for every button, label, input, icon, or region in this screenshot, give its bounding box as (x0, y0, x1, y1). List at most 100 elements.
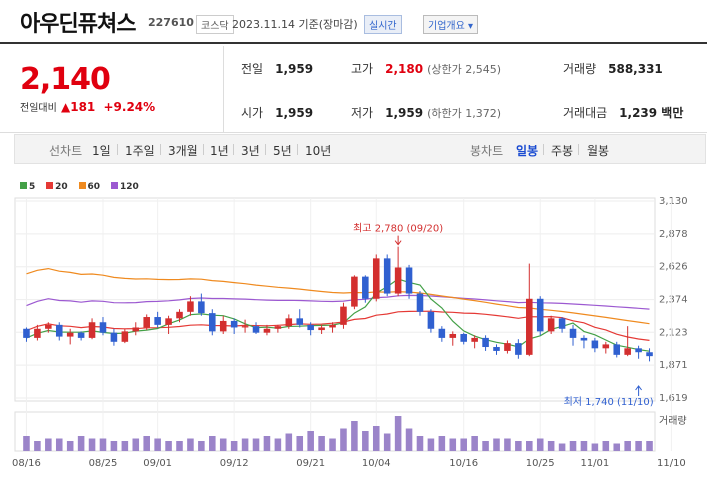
x-tick-label: 09/21 (296, 458, 325, 469)
candle-body (536, 298, 544, 332)
volume-bar (274, 438, 282, 451)
candle-body (230, 320, 238, 328)
tab-1week[interactable]: 1주일 (125, 144, 155, 158)
tab-10year[interactable]: 10년 (305, 144, 332, 158)
volume-bar (504, 438, 511, 451)
candle-body (219, 320, 227, 332)
volume-bar (383, 433, 391, 451)
divider (578, 144, 579, 155)
volume-bar (66, 441, 74, 451)
y-tick-label: 2,123 (659, 327, 688, 338)
lower-limit: (하한가 1,372) (427, 107, 501, 120)
tab-3month[interactable]: 3개월 (168, 144, 198, 158)
volume-bar (362, 431, 369, 451)
volume-bar (526, 441, 533, 451)
volume-bar (241, 438, 249, 451)
x-tick-label: 10/04 (362, 458, 391, 469)
candle-body (187, 301, 194, 312)
tab-weekly[interactable]: 주봉 (551, 144, 574, 158)
chart-period-tabs: 선차트 1일 1주일 3개월 1년 3년 5년 10년 봉차트 일봉 주봉 월봉 (14, 134, 706, 164)
tab-3year[interactable]: 3년 (241, 144, 260, 158)
high-value: 2,180 (385, 62, 424, 76)
volume-bar (34, 441, 41, 451)
candle-body (383, 258, 391, 294)
candle-body (547, 318, 555, 332)
candle-body (176, 311, 183, 319)
volume-bar (99, 438, 107, 451)
candle-body (307, 324, 314, 331)
volume-bar (296, 436, 304, 451)
volume-bar (493, 438, 500, 451)
legend-label: 60 (87, 182, 101, 192)
candle-body (132, 327, 140, 332)
volume-bar (154, 438, 161, 451)
company-info-dropdown[interactable]: 기업개요 ▾ (423, 15, 478, 34)
candle-body (154, 317, 161, 325)
stock-name: 아우딘퓨쳐스 (20, 12, 136, 37)
candle-body (405, 267, 413, 294)
tab-daily[interactable]: 일봉 (516, 144, 539, 158)
tab-1year[interactable]: 1년 (210, 144, 229, 158)
candle-body (296, 318, 304, 325)
divider (117, 144, 118, 155)
volume-bar (449, 438, 457, 451)
legend-ma20: 20 (46, 182, 68, 192)
candle-body (362, 276, 369, 299)
volume-bar (427, 438, 435, 451)
line-chart-label: 선차트 (49, 144, 83, 158)
volume-bar (405, 428, 413, 451)
volume-bar (307, 431, 314, 451)
legend-ma60: 60 (78, 182, 101, 192)
candle-body (427, 311, 435, 329)
volume-bar (482, 441, 489, 451)
candle-body (416, 293, 424, 312)
volume-bar (416, 436, 424, 451)
y-tick-label: 3,130 (659, 196, 688, 207)
candle-body (285, 318, 293, 327)
candle-body (460, 333, 467, 342)
legend-label: 5 (29, 182, 36, 192)
candle-body (646, 352, 653, 357)
volume-bar (285, 433, 293, 451)
volume-bar (209, 436, 216, 451)
volume-bar (569, 441, 577, 451)
volume-bar (110, 441, 118, 451)
tab-monthly[interactable]: 월봉 (587, 144, 610, 158)
candle-body (504, 343, 511, 351)
realtime-button[interactable]: 실시간 (364, 15, 402, 34)
volume-bar (515, 441, 522, 451)
candle-body (602, 344, 610, 349)
volume-bar (372, 426, 380, 451)
tab-1day[interactable]: 1일 (92, 144, 111, 158)
candle-body (318, 327, 325, 331)
candle-body (482, 337, 489, 348)
volume-bar (613, 443, 621, 451)
up-arrow-icon: ▲ (61, 100, 71, 114)
volume-bar (624, 441, 631, 451)
x-tick-label: 11/01 (580, 458, 609, 469)
candle-body (198, 301, 205, 314)
volume-bar (635, 441, 642, 451)
volume-bar (558, 443, 566, 451)
x-tick-label: 11/10 (657, 458, 686, 469)
divider (233, 144, 234, 155)
tab-5year[interactable]: 5년 (273, 144, 292, 158)
y-tick-label: 1,619 (659, 393, 688, 404)
volume-bar (547, 441, 555, 451)
volume-bar (318, 436, 325, 451)
x-tick-label: 08/16 (12, 458, 41, 469)
volume-bar (460, 438, 467, 451)
volume-bar (471, 436, 478, 451)
candle-body (165, 318, 172, 325)
change-percent: +9.24% (103, 100, 156, 114)
volume-bar (165, 441, 172, 451)
legend-swatch (20, 182, 27, 189)
volume-label: 거래량 (563, 62, 597, 76)
candle-body (493, 347, 500, 351)
high-annotation: 최고 2,780 (09/20) (353, 223, 443, 235)
candle-body (121, 331, 129, 342)
x-tick-label: 09/01 (143, 458, 172, 469)
x-tick-label: 10/16 (449, 458, 478, 469)
divider (543, 144, 544, 155)
